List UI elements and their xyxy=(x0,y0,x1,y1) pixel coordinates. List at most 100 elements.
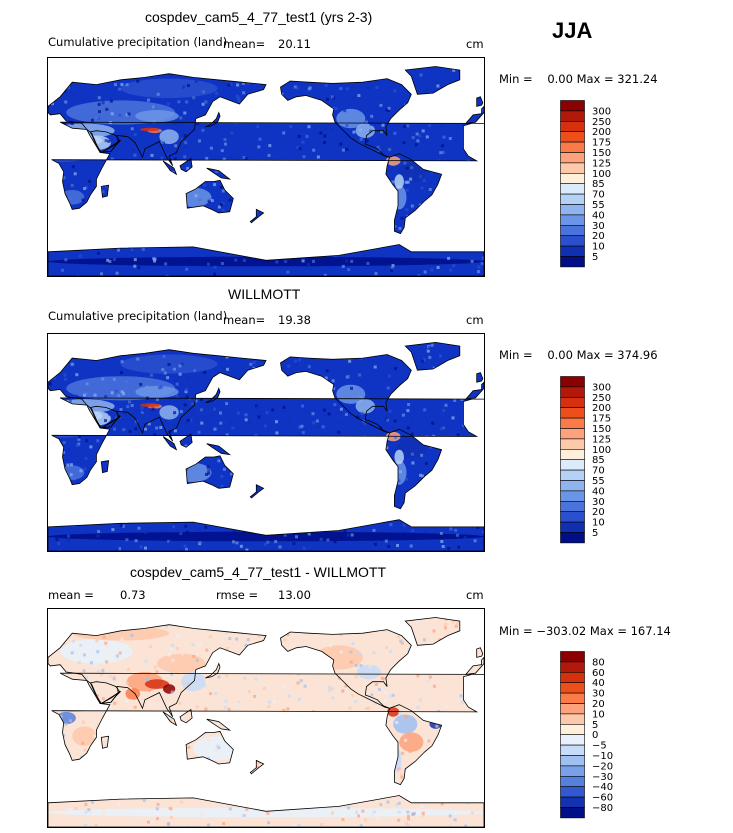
precip-cell xyxy=(229,791,233,795)
precip-cell xyxy=(126,211,130,215)
precip-cell xyxy=(374,272,378,276)
precip-cell xyxy=(80,510,83,514)
precip-cell xyxy=(305,487,309,491)
precip-cell xyxy=(465,779,469,783)
precip-cell xyxy=(276,731,280,735)
precip-cell xyxy=(282,131,286,135)
precip-cell xyxy=(312,148,316,152)
precip-cell xyxy=(190,461,194,465)
precip-cell xyxy=(414,620,418,624)
precip-cell xyxy=(303,783,307,787)
precip-cell xyxy=(393,89,397,93)
precip-cell xyxy=(272,670,276,674)
precip-cell xyxy=(454,528,458,532)
precip-cell xyxy=(178,372,182,376)
precip-cell xyxy=(188,397,192,401)
precip-cell xyxy=(397,635,400,639)
precip-cell xyxy=(200,812,204,816)
colorbar-tick-label: 40 xyxy=(592,678,605,689)
precip-cell xyxy=(142,799,146,803)
precip-cell xyxy=(301,667,305,671)
precip-cell xyxy=(142,469,145,472)
precip-cell xyxy=(108,412,112,416)
colorbar-box xyxy=(560,661,585,673)
precip-cell xyxy=(441,144,444,148)
precip-cell xyxy=(261,797,265,801)
precip-cell xyxy=(403,61,406,64)
coastline-newguinea xyxy=(206,443,232,456)
precip-cell xyxy=(385,334,388,337)
precip-cell xyxy=(455,621,459,625)
precip-cell xyxy=(355,810,359,814)
precip-cell xyxy=(307,754,311,758)
colorbar-tick-label: 55 xyxy=(592,200,605,211)
precip-cell xyxy=(115,752,119,755)
precip-cell xyxy=(470,811,474,815)
precip-cell xyxy=(404,180,408,184)
precip-cell xyxy=(463,516,467,520)
precip-cell xyxy=(427,714,431,718)
precip-cell xyxy=(165,625,169,629)
precip-cell xyxy=(90,374,94,378)
precip-cell xyxy=(98,244,102,248)
precip-cell xyxy=(224,447,228,451)
precip-cell xyxy=(74,335,77,338)
precip-cell xyxy=(428,389,432,393)
precip-cell xyxy=(455,663,459,667)
precip-cell xyxy=(185,530,189,534)
precip-patch xyxy=(48,256,484,267)
coastline-arabia xyxy=(89,130,121,154)
precip-cell xyxy=(202,176,206,180)
precip-cell xyxy=(179,768,183,771)
precip-cell xyxy=(467,775,471,779)
precip-cell xyxy=(213,272,217,276)
precip-cell xyxy=(202,90,206,94)
colorbar-box xyxy=(560,386,585,398)
precip-cell xyxy=(324,750,328,754)
precip-cell xyxy=(245,807,249,811)
precip-cell xyxy=(312,654,316,657)
precip-cell xyxy=(207,471,211,475)
precip-cell xyxy=(424,439,427,443)
coastline-madagascar xyxy=(100,184,110,198)
precip-cell xyxy=(435,81,439,85)
precip-cell xyxy=(412,812,416,815)
precip-cell xyxy=(340,756,344,760)
precip-cell xyxy=(472,479,476,483)
precip-cell xyxy=(428,675,432,679)
precip-cell xyxy=(347,797,351,801)
precip-cell xyxy=(280,490,283,494)
colorbar-box xyxy=(560,755,585,767)
precip-cell xyxy=(242,91,246,95)
precip-cell xyxy=(476,501,480,504)
precip-cell xyxy=(371,764,375,768)
precip-cell xyxy=(380,698,384,702)
precip-cell xyxy=(463,536,467,540)
precip-cell xyxy=(326,97,329,101)
precip-cell xyxy=(451,476,455,480)
precip-cell xyxy=(209,394,213,398)
precip-cell xyxy=(169,647,173,651)
precip-cell xyxy=(210,67,213,70)
precip-cell xyxy=(85,392,89,395)
precip-cell xyxy=(125,699,129,703)
precip-cell xyxy=(445,763,449,767)
precip-cell xyxy=(355,75,359,78)
precip-cell xyxy=(444,626,447,630)
precip-cell xyxy=(197,430,201,434)
precip-cell xyxy=(389,523,393,527)
precip-cell xyxy=(73,129,77,133)
precip-cell xyxy=(465,60,468,63)
precip-cell xyxy=(190,781,194,785)
colorbar-box xyxy=(560,703,585,715)
precip-cell xyxy=(158,386,162,390)
precip-cell xyxy=(156,436,160,440)
precip-cell xyxy=(285,469,289,473)
precip-cell xyxy=(52,396,56,400)
precip-patch xyxy=(336,108,366,129)
precip-cell xyxy=(349,193,353,197)
precip-cell xyxy=(215,722,219,726)
precip-cell xyxy=(181,202,185,206)
precip-cell xyxy=(367,453,371,456)
